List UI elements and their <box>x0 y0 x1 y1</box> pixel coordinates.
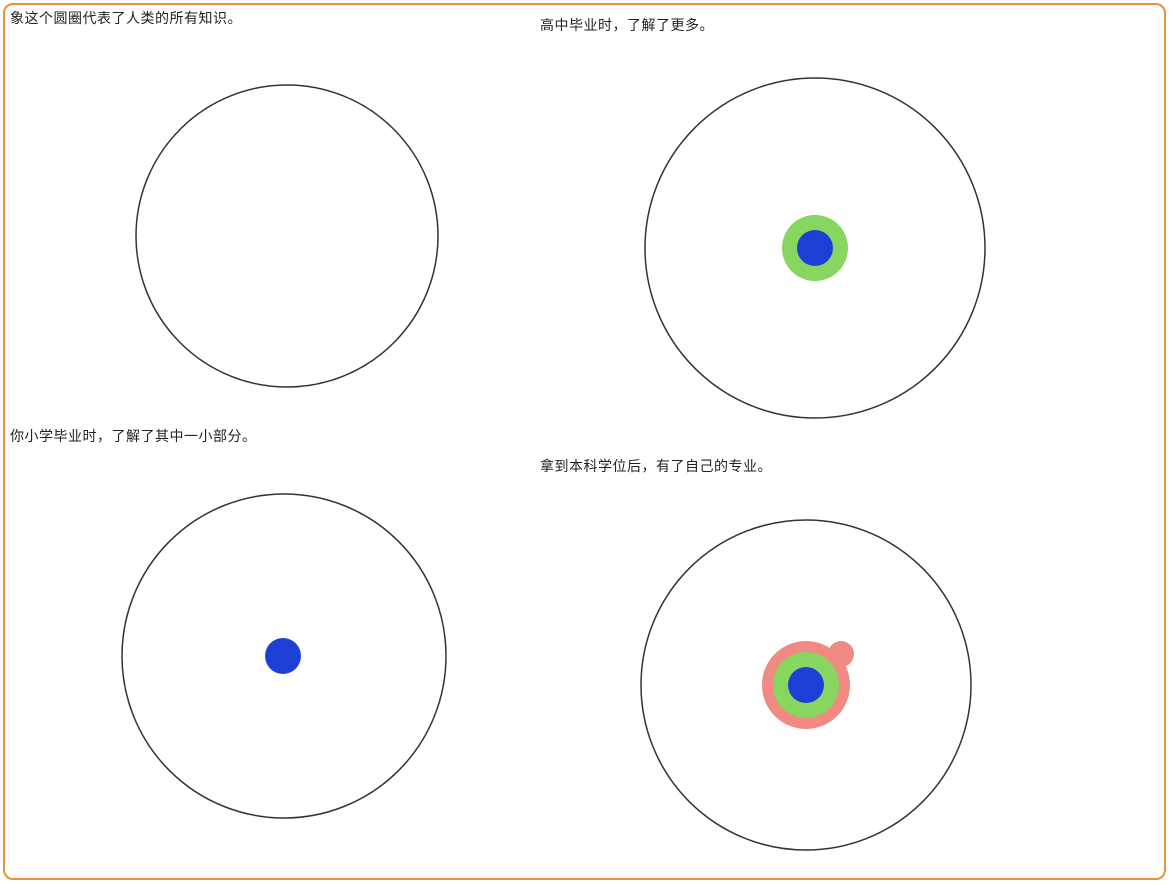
panel-high-school <box>644 77 986 419</box>
caption-all-knowledge: 象这个圆圈代表了人类的所有知识。 <box>10 11 242 27</box>
elementary-knowledge-dot <box>788 667 824 703</box>
panel-elementary-school <box>121 493 447 819</box>
human-knowledge-circle <box>135 84 439 388</box>
elementary-knowledge-dot <box>265 638 301 674</box>
caption-bachelor-degree: 拿到本科学位后，有了自己的专业。 <box>540 459 772 475</box>
caption-high-school: 高中毕业时，了解了更多。 <box>540 18 714 34</box>
specialty-bump <box>828 641 854 667</box>
panel-all-knowledge <box>135 84 439 388</box>
caption-elementary-school: 你小学毕业时，了解了其中一小部分。 <box>10 429 257 445</box>
panel-bachelor-degree <box>640 519 972 851</box>
elementary-knowledge-dot <box>797 230 833 266</box>
